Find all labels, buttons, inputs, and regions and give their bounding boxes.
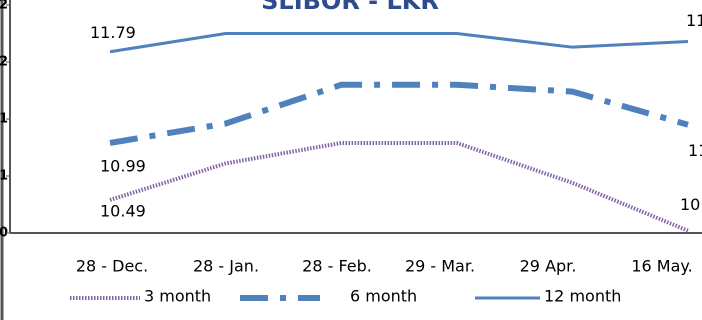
data-label: 11.88 [686,11,702,30]
x-tick-label: 28 - Jan. [193,257,259,276]
data-label: 10.49 [100,201,146,220]
chart-title: SLIBOR - LKR [261,0,439,15]
y-tick-label: 11 [0,169,8,184]
y-tick-label: 10 [0,226,8,241]
data-label: 10.99 [100,156,146,175]
legend-label: 6 month [350,287,417,306]
x-tick-label: 28 - Dec. [76,257,148,276]
data-label: 10.22 [680,195,702,214]
series-line [109,81,689,146]
y-tick-label: 12 [0,55,8,70]
legend-label: 3 month [144,287,211,306]
y-tick-label: 11 [0,112,8,127]
series-line [109,140,689,233]
x-tick-label: 16 May. [631,257,692,276]
series-line [109,32,689,54]
data-label: 11.79 [90,23,136,42]
legend-label: 12 month [544,287,621,306]
data-label: 11.15 [688,141,702,160]
x-tick-label: 29 - Mar. [405,257,475,276]
x-tick-label: 28 - Feb. [302,257,372,276]
y-tick-label: 12 [0,0,8,13]
x-tick-label: 29 Apr. [520,257,577,276]
